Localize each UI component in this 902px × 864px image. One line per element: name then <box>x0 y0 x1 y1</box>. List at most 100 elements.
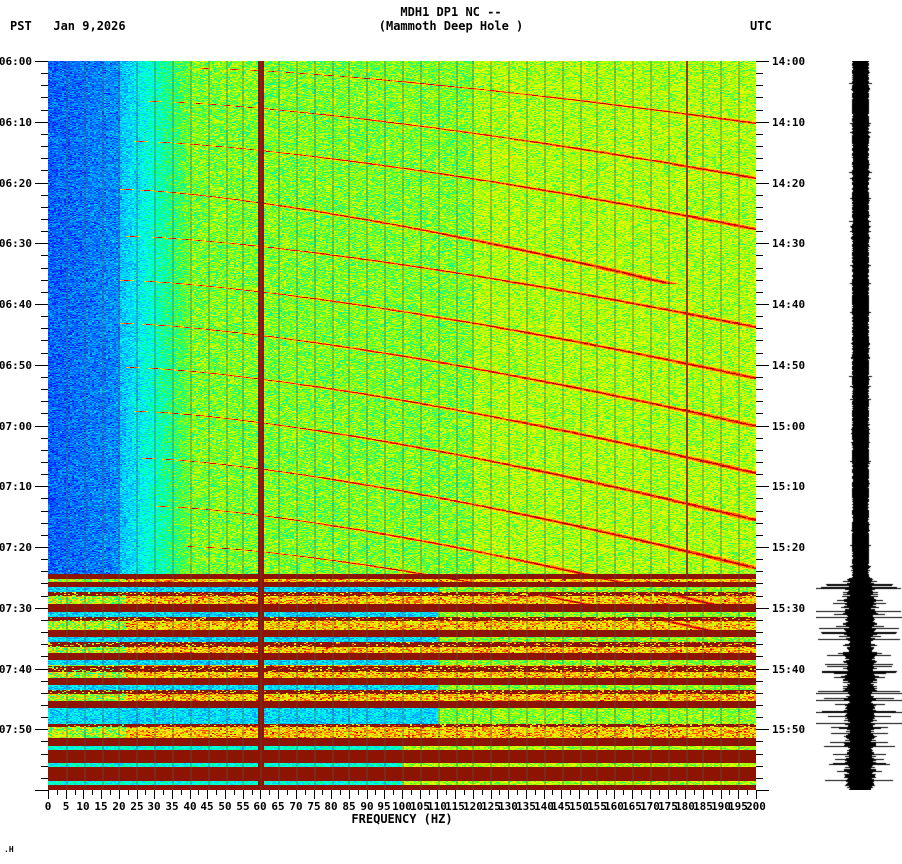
time-tick-minor-left <box>41 413 48 414</box>
time-tick-minor-left <box>41 754 48 755</box>
freq-label: 25 <box>130 800 144 813</box>
time-label-utc: 15:30 <box>772 602 806 615</box>
time-tick-minor-left <box>41 170 48 171</box>
time-tick-minor-left <box>41 280 48 281</box>
freq-tick-minor <box>234 790 235 795</box>
freq-label: 170 <box>640 800 660 813</box>
freq-tick-minor <box>393 790 394 795</box>
freq-tick-minor <box>676 790 677 795</box>
time-label-utc: 14:10 <box>772 116 806 129</box>
freq-tick-minor <box>110 790 111 795</box>
station-title: MDH1 DP1 NC -- <box>400 5 502 19</box>
freq-tick <box>703 790 704 799</box>
time-tick-minor-right <box>756 705 763 706</box>
freq-tick <box>384 790 385 799</box>
time-tick-minor-right <box>756 377 763 378</box>
time-label-utc: 15:10 <box>772 480 806 493</box>
spectrogram-plot[interactable] <box>48 61 756 790</box>
time-label-utc: 15:50 <box>772 723 806 736</box>
time-tick-minor-left <box>41 219 48 220</box>
freq-tick-minor <box>429 790 430 795</box>
freq-tick-minor <box>128 790 129 795</box>
time-label-pst: 07:30 <box>0 602 32 615</box>
freq-tick-minor <box>57 790 58 795</box>
freq-label: 20 <box>112 800 126 813</box>
time-tick-minor-left <box>41 656 48 657</box>
time-tick-major-right <box>756 365 769 366</box>
freq-tick <box>721 790 722 799</box>
time-tick-major-right <box>756 243 769 244</box>
time-tick-minor-right <box>756 681 763 682</box>
freq-label: 90 <box>360 800 374 813</box>
freq-tick <box>526 790 527 799</box>
freq-tick <box>314 790 315 799</box>
time-tick-minor-left <box>41 146 48 147</box>
seismogram-trace[interactable] <box>816 61 902 790</box>
time-tick-minor-left <box>41 596 48 597</box>
time-tick-major-right <box>756 183 769 184</box>
time-tick-minor-right <box>756 255 763 256</box>
freq-label: 10 <box>76 800 90 813</box>
freq-tick <box>119 790 120 799</box>
time-tick-major-right <box>756 729 769 730</box>
time-tick-minor-left <box>41 644 48 645</box>
time-tick-minor-right <box>756 110 763 111</box>
time-tick-minor-left <box>41 559 48 560</box>
freq-label: 150 <box>569 800 589 813</box>
x-axis-title: FREQUENCY (HZ) <box>351 812 453 826</box>
time-tick-minor-left <box>41 766 48 767</box>
time-tick-minor-right <box>756 328 763 329</box>
time-tick-major-left <box>35 486 48 487</box>
time-tick-major-right <box>756 61 769 62</box>
freq-tick <box>685 790 686 799</box>
time-label-utc: 14:00 <box>772 55 806 68</box>
freq-tick <box>597 790 598 799</box>
time-tick-minor-right <box>756 766 763 767</box>
time-tick-major-right <box>756 547 769 548</box>
time-tick-minor-right <box>756 523 763 524</box>
time-tick-minor-right <box>756 498 763 499</box>
time-label-utc: 14:50 <box>772 359 806 372</box>
time-tick-minor-left <box>41 498 48 499</box>
freq-label: 15 <box>94 800 108 813</box>
freq-tick-minor <box>75 790 76 795</box>
time-label-pst: 07:20 <box>0 541 32 554</box>
time-tick-minor-right <box>756 450 763 451</box>
time-tick-minor-right <box>756 571 763 572</box>
freq-tick-minor <box>712 790 713 795</box>
time-tick-minor-left <box>41 401 48 402</box>
time-tick-major-left <box>35 790 48 791</box>
time-tick-minor-left <box>41 778 48 779</box>
freq-label: 200 <box>746 800 766 813</box>
time-axis-pst: 06:00 06:10 06:20 06:30 06:40 06:50 07:00 07:10… <box>0 55 48 791</box>
time-label-utc: 15:20 <box>772 541 806 554</box>
time-tick-major-right <box>756 669 769 670</box>
freq-tick <box>331 790 332 799</box>
time-tick-minor-left <box>41 535 48 536</box>
time-tick-minor-left <box>41 377 48 378</box>
time-tick-minor-left <box>41 110 48 111</box>
time-tick-minor-left <box>41 255 48 256</box>
time-tick-major-right <box>756 486 769 487</box>
time-tick-minor-left <box>41 316 48 317</box>
freq-tick-minor <box>606 790 607 795</box>
freq-tick <box>508 790 509 799</box>
time-tick-minor-right <box>756 73 763 74</box>
time-tick-minor-right <box>756 280 763 281</box>
time-tick-minor-right <box>756 146 763 147</box>
freq-tick <box>491 790 492 799</box>
time-tick-major-right <box>756 304 769 305</box>
freq-tick <box>349 790 350 799</box>
freq-tick <box>243 790 244 799</box>
freq-tick <box>154 790 155 799</box>
freq-label: 40 <box>183 800 197 813</box>
time-tick-minor-right <box>756 644 763 645</box>
timezone-label-right: UTC <box>750 19 772 33</box>
time-label-pst: 06:20 <box>0 177 32 190</box>
freq-tick-minor <box>659 790 660 795</box>
time-tick-major-left <box>35 304 48 305</box>
time-tick-minor-right <box>756 511 763 512</box>
time-tick-minor-right <box>756 97 763 98</box>
freq-label: 115 <box>445 800 465 813</box>
time-tick-major-left <box>35 61 48 62</box>
